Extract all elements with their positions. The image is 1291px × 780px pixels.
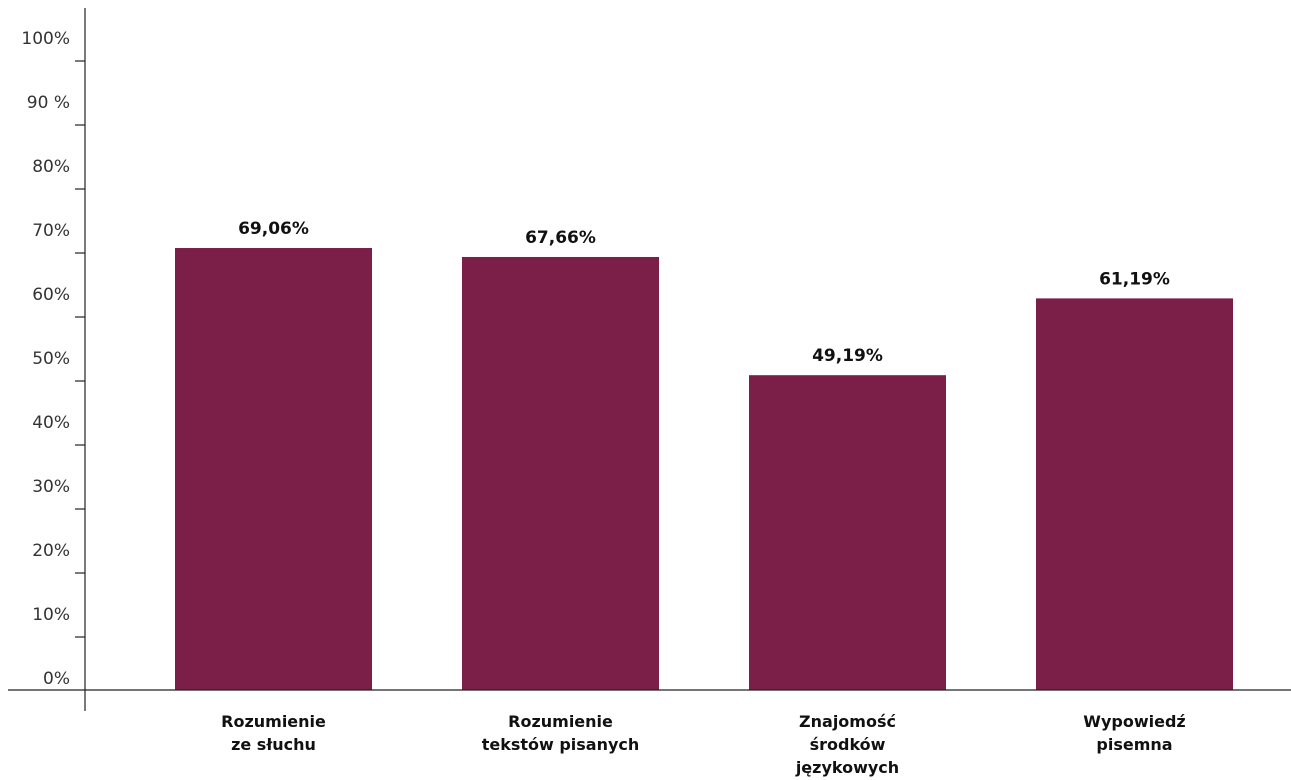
y-tick-label-10: 10%: [32, 605, 70, 625]
y-tick-label-20: 20%: [32, 541, 70, 561]
y-tick-label-70: 70%: [32, 221, 70, 241]
labels-layer: 69,06% Rozumienie ze słuchu 67,66% Rozumieni…: [221, 219, 1186, 777]
category-label-2-line-1: Rozumienie: [508, 712, 613, 731]
y-tick-label-90: 90 %: [27, 93, 70, 113]
data-label-4: 61,19%: [1099, 269, 1170, 289]
category-label-4-line-1: Wypowiedź: [1083, 712, 1185, 731]
bar-3: [749, 375, 946, 690]
category-label-3-line-2: środków: [810, 735, 886, 754]
data-label-1: 69,06%: [238, 219, 309, 239]
bars-layer: [175, 248, 1233, 691]
axes-layer: 0% 10% 20% 30% 40% 50% 60% 70% 80% 90 % 100%: [8, 8, 1291, 711]
category-label-4-line-2: pisemna: [1096, 735, 1172, 754]
y-tick-label-100: 100%: [21, 29, 70, 49]
category-label-1-line-2: ze słuchu: [231, 735, 316, 754]
category-label-1-line-1: Rozumienie: [221, 712, 326, 731]
y-tick-label-50: 50%: [32, 349, 70, 369]
category-label-3-line-3: językowych: [795, 758, 899, 777]
bar-2: [462, 256, 659, 690]
y-tick-label-30: 30%: [32, 477, 70, 497]
category-label-2-line-2: tekstów pisanych: [482, 735, 640, 754]
y-tick-label-40: 40%: [32, 413, 70, 433]
y-tick-label-60: 60%: [32, 285, 70, 305]
bar-1: [175, 248, 372, 691]
y-tick-label-80: 80%: [32, 157, 70, 177]
data-label-2: 67,66%: [525, 228, 596, 248]
category-label-3-line-1: Znajomość: [799, 712, 896, 731]
data-label-3: 49,19%: [812, 346, 883, 366]
bar-4: [1036, 298, 1233, 690]
y-tick-label-0: 0%: [43, 669, 70, 689]
